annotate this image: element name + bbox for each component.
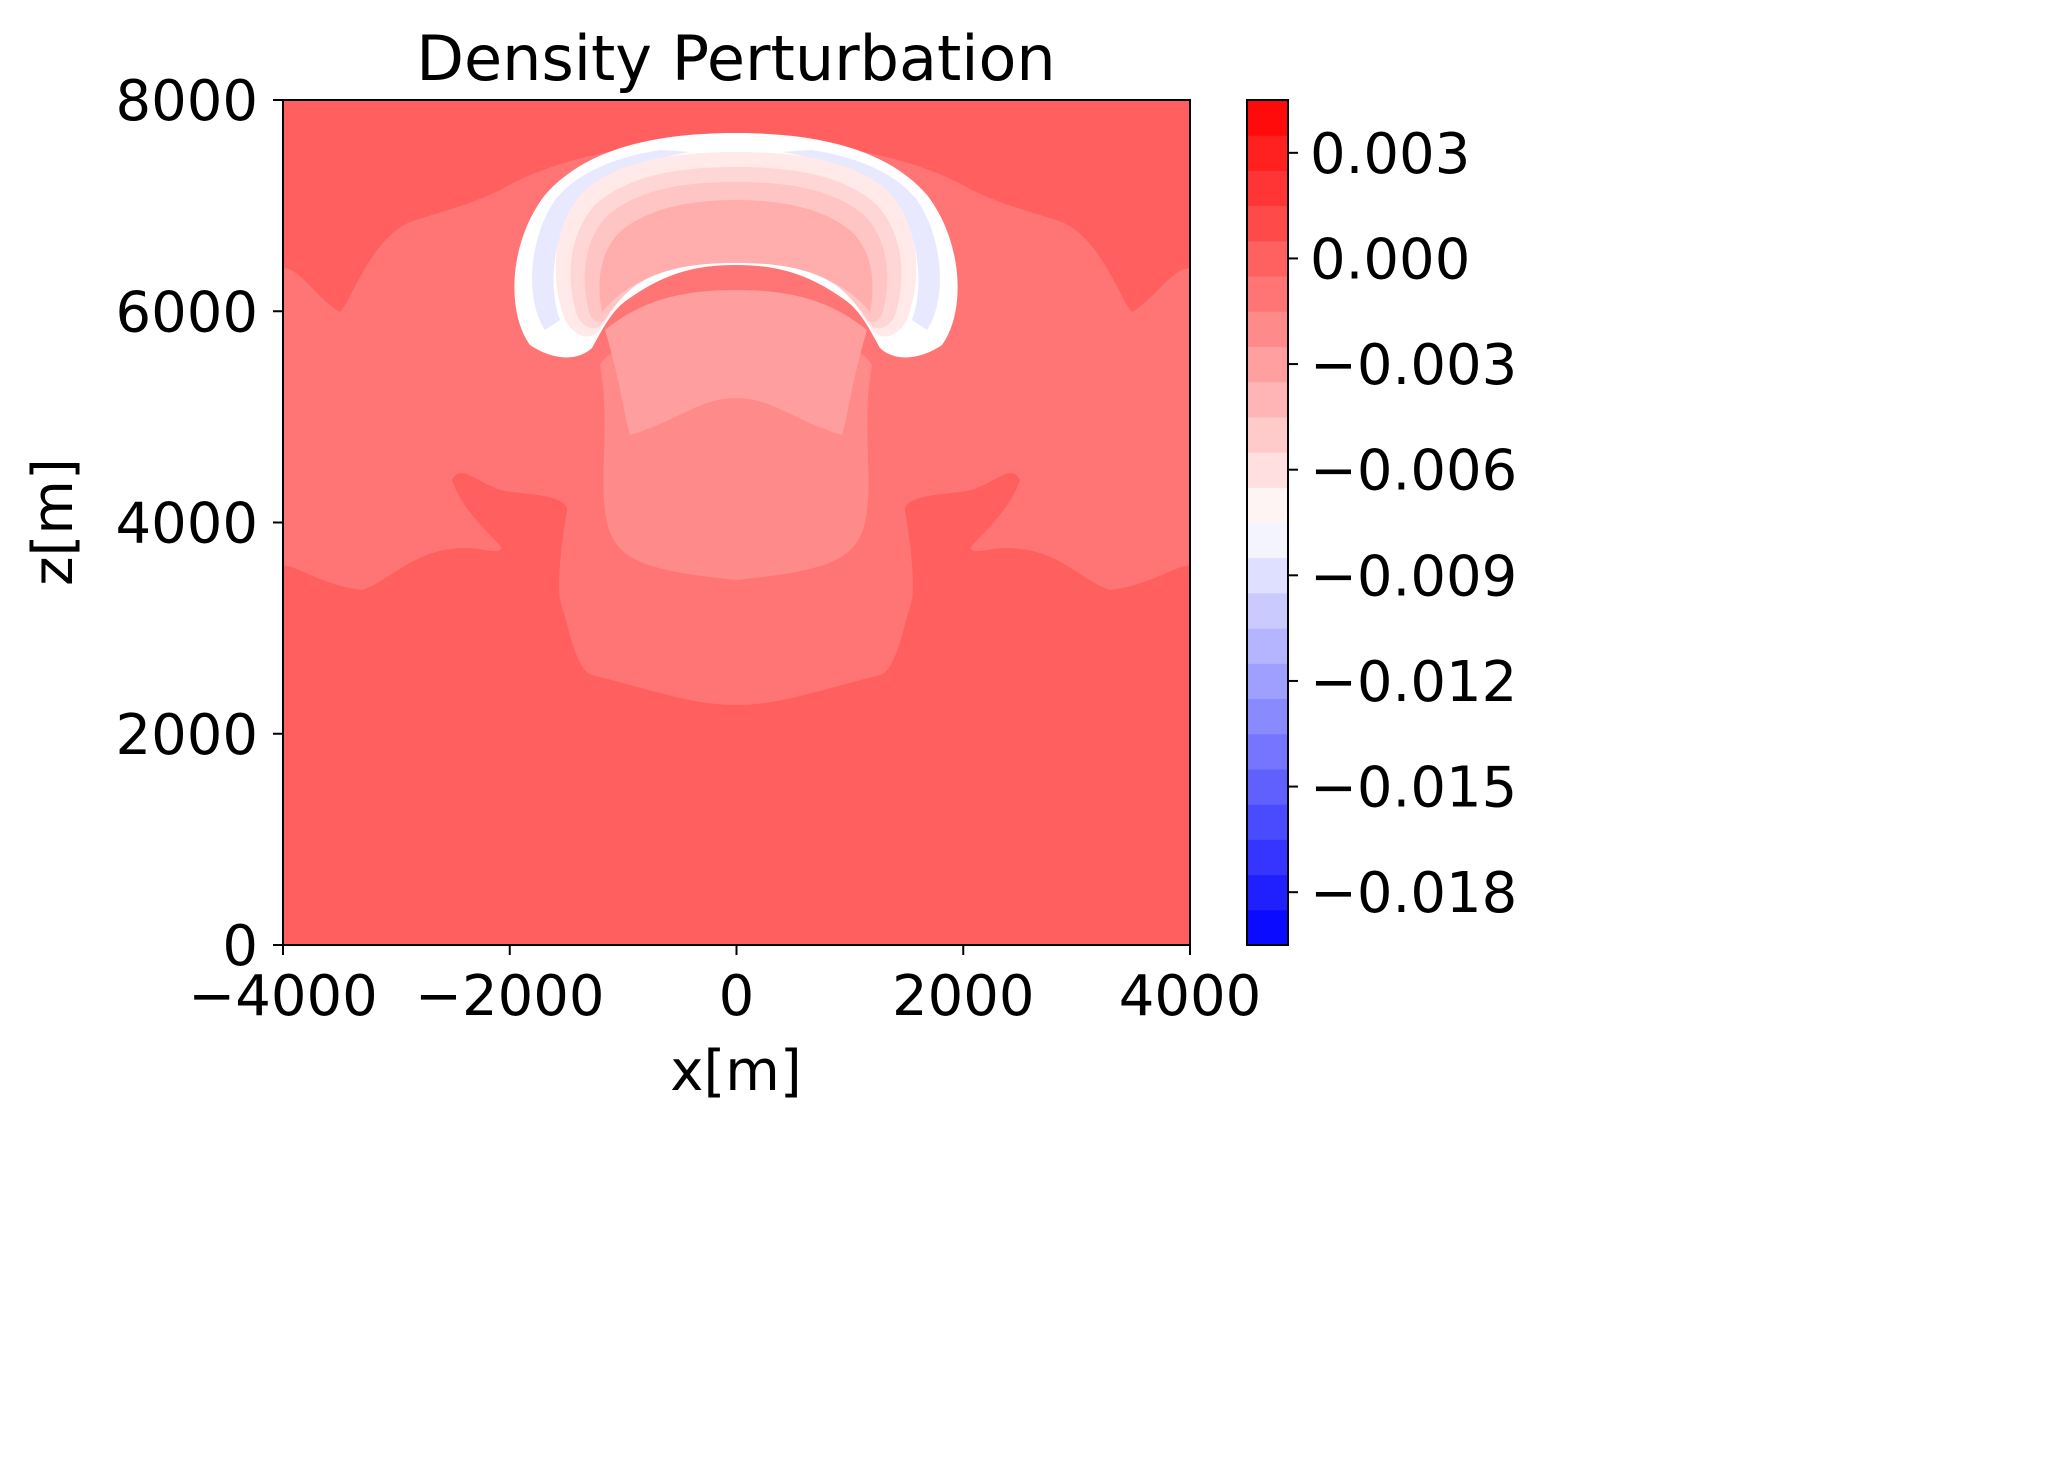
colorbar-tick-label: 0.003 (1310, 122, 1470, 187)
colorbar-frame (1246, 99, 1289, 946)
colorbar-level (1247, 311, 1288, 347)
x-tick-label: −2000 (415, 964, 604, 1029)
colorbar-level (1247, 909, 1288, 946)
colorbar-level (1247, 240, 1288, 277)
colorbar-level (1247, 522, 1288, 559)
colorbar-level (1247, 276, 1288, 312)
x-axis: −4000 −2000 0 2000 4000 (188, 945, 1261, 1029)
y-tick-label: 8000 (115, 69, 258, 134)
colorbar-tick-label: −0.015 (1310, 756, 1517, 821)
colorbar-level (1247, 100, 1288, 136)
colorbar-level (1247, 452, 1288, 488)
y-axis: 0 2000 4000 6000 8000 (115, 69, 283, 979)
colorbar-level (1247, 346, 1288, 383)
y-tick-label: 6000 (115, 280, 258, 345)
colorbar-level (1247, 733, 1288, 770)
figure: Density Perturbation −4000 −2000 0 2000 4000… (21, 22, 1517, 1104)
x-tick-label: 4000 (1119, 964, 1262, 1029)
colorbar-level (1247, 874, 1288, 911)
colorbar-level (1247, 135, 1288, 171)
colorbar-level (1247, 487, 1288, 523)
x-tick-label: −4000 (188, 964, 377, 1029)
heatmap-field (283, 100, 1190, 945)
colorbar-level (1247, 205, 1288, 242)
colorbar-level (1247, 628, 1288, 664)
colorbar-level (1247, 557, 1288, 594)
colorbar-level (1247, 663, 1288, 700)
colorbar-ticks: 0.003 0.000 −0.003 −0.006 −0.009 −0.012 −0.015… (1288, 122, 1517, 926)
colorbar-level (1247, 698, 1288, 735)
colorbar-tick-label: 0.000 (1310, 227, 1470, 292)
field-cap-inner (599, 200, 873, 312)
colorbar-tick-label: −0.003 (1310, 333, 1517, 398)
colorbar-tick-label: −0.006 (1310, 439, 1517, 504)
colorbar-level (1247, 804, 1288, 840)
field-cap-blue-left (532, 150, 690, 330)
colorbar-level (1247, 592, 1288, 629)
colorbar-level (1247, 768, 1288, 805)
field-column-top (605, 290, 867, 435)
colorbar-level (1247, 839, 1288, 876)
y-tick-label: 2000 (115, 703, 258, 768)
colorbar: 0.003 0.000 −0.003 −0.006 −0.009 −0.012 −0.015… (1246, 99, 1517, 946)
y-tick-label: 0 (222, 914, 258, 979)
x-tick-label: 2000 (892, 964, 1035, 1029)
field-cap-blue-right (782, 150, 940, 330)
x-tick-label: 0 (719, 964, 755, 1029)
colorbar-level (1247, 381, 1288, 418)
colorbar-tick-label: −0.012 (1310, 650, 1517, 715)
y-tick-label: 4000 (115, 492, 258, 557)
colorbar-tick-label: −0.009 (1310, 544, 1517, 609)
colorbar-steps (1247, 100, 1288, 946)
y-axis-label: z[m] (21, 458, 86, 586)
colorbar-level (1247, 416, 1288, 453)
x-axis-label: x[m] (670, 1039, 801, 1104)
colorbar-level (1247, 170, 1288, 207)
colorbar-tick-label: −0.018 (1310, 861, 1517, 926)
chart-title: Density Perturbation (416, 22, 1055, 95)
